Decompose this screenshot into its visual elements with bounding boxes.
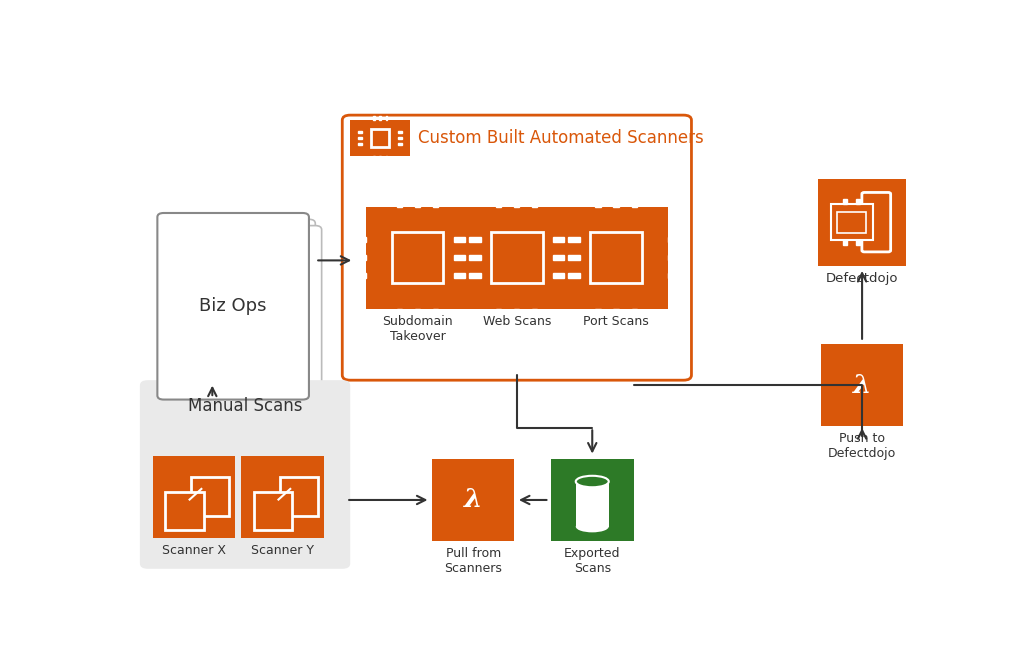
Bar — [469, 238, 480, 242]
Bar — [397, 309, 402, 320]
FancyBboxPatch shape — [342, 115, 691, 380]
Bar — [398, 144, 402, 145]
Bar — [354, 256, 367, 260]
Bar — [856, 240, 860, 245]
Text: Pull from
Scanners: Pull from Scanners — [444, 547, 502, 575]
Bar — [415, 309, 420, 320]
FancyBboxPatch shape — [158, 213, 309, 400]
Bar — [280, 477, 318, 516]
Bar — [379, 156, 381, 160]
Ellipse shape — [575, 476, 608, 487]
FancyBboxPatch shape — [465, 207, 568, 309]
FancyBboxPatch shape — [153, 456, 236, 538]
Bar — [165, 492, 204, 530]
FancyBboxPatch shape — [492, 232, 543, 283]
Bar — [668, 238, 679, 242]
Bar — [668, 273, 679, 278]
Bar — [632, 309, 637, 320]
Ellipse shape — [575, 521, 608, 532]
Bar — [358, 137, 362, 139]
Text: Biz Ops: Biz Ops — [200, 297, 267, 315]
Bar — [595, 195, 601, 207]
Bar — [373, 117, 375, 120]
FancyBboxPatch shape — [862, 193, 891, 252]
Bar — [568, 256, 580, 260]
Text: λ: λ — [464, 487, 482, 512]
Bar — [354, 273, 367, 278]
Bar — [844, 199, 847, 205]
FancyBboxPatch shape — [367, 207, 469, 309]
FancyBboxPatch shape — [242, 456, 324, 538]
Bar — [575, 481, 608, 527]
FancyBboxPatch shape — [362, 120, 398, 156]
FancyBboxPatch shape — [350, 120, 411, 156]
Bar — [514, 195, 519, 207]
Bar — [469, 256, 480, 260]
Bar — [568, 238, 580, 242]
Bar — [358, 131, 362, 132]
Bar — [398, 131, 402, 132]
Bar — [379, 117, 381, 120]
Text: Scanner X: Scanner X — [162, 544, 226, 557]
Text: Exported
Scans: Exported Scans — [564, 547, 621, 575]
Text: Push to
Defectdojo: Push to Defectdojo — [828, 432, 896, 460]
FancyBboxPatch shape — [372, 129, 389, 147]
Text: Custom Built Automated Scanners: Custom Built Automated Scanners — [418, 129, 703, 147]
FancyBboxPatch shape — [392, 232, 443, 283]
Bar — [469, 273, 480, 278]
Bar — [532, 309, 538, 320]
Text: Defectdojo: Defectdojo — [825, 271, 898, 285]
FancyBboxPatch shape — [170, 226, 322, 412]
Bar — [415, 195, 420, 207]
FancyBboxPatch shape — [590, 232, 642, 283]
Bar — [397, 195, 402, 207]
Bar — [433, 309, 438, 320]
Bar — [595, 309, 601, 320]
Text: Subdomain
Takeover: Subdomain Takeover — [382, 315, 453, 343]
Bar — [497, 195, 502, 207]
FancyBboxPatch shape — [818, 179, 905, 265]
Bar — [358, 144, 362, 145]
Bar — [398, 137, 402, 139]
Bar — [254, 492, 293, 530]
Bar — [553, 256, 564, 260]
Text: λ: λ — [853, 373, 871, 398]
Bar — [433, 195, 438, 207]
FancyBboxPatch shape — [432, 459, 514, 541]
FancyBboxPatch shape — [551, 459, 634, 541]
Bar — [497, 309, 502, 320]
Bar — [190, 477, 229, 516]
FancyBboxPatch shape — [564, 207, 668, 309]
Bar — [386, 156, 387, 160]
Text: Port Scans: Port Scans — [584, 315, 649, 328]
Bar — [454, 256, 465, 260]
Bar — [553, 238, 564, 242]
Bar — [632, 195, 637, 207]
Bar — [568, 273, 580, 278]
FancyBboxPatch shape — [140, 380, 350, 569]
Bar — [354, 238, 367, 242]
Bar — [837, 212, 866, 232]
Bar — [386, 117, 387, 120]
Text: Web Scans: Web Scans — [482, 315, 551, 328]
Bar — [668, 256, 679, 260]
Bar — [856, 199, 860, 205]
Bar — [830, 205, 872, 240]
Bar — [613, 309, 618, 320]
Bar — [532, 195, 538, 207]
Bar — [613, 195, 618, 207]
Text: Manual Scans: Manual Scans — [187, 397, 302, 414]
Bar — [844, 240, 847, 245]
Bar — [454, 273, 465, 278]
FancyBboxPatch shape — [164, 219, 315, 406]
Bar — [553, 273, 564, 278]
Bar — [514, 309, 519, 320]
Bar — [454, 238, 465, 242]
Text: Scanner Y: Scanner Y — [251, 544, 314, 557]
Bar — [373, 156, 375, 160]
FancyBboxPatch shape — [821, 344, 903, 426]
